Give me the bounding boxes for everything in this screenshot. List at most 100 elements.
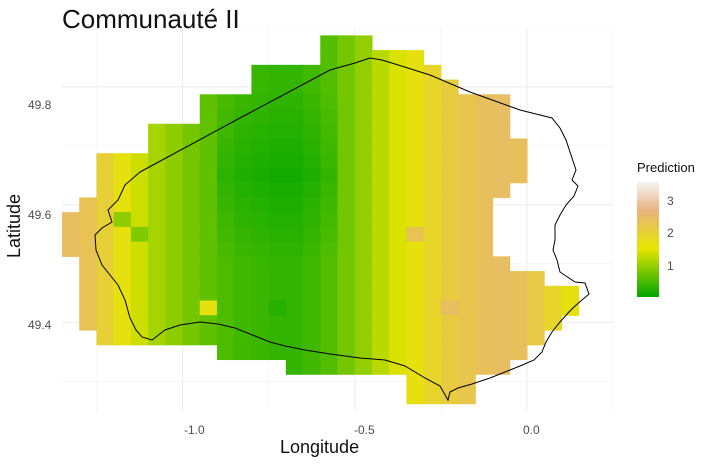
- prediction-cell: [406, 79, 425, 95]
- prediction-cell: [354, 167, 373, 184]
- prediction-cell: [389, 329, 407, 346]
- prediction-cell: [130, 329, 149, 346]
- prediction-cell: [130, 285, 149, 302]
- prediction-cell: [320, 315, 339, 331]
- prediction-cell: [113, 241, 132, 257]
- prediction-cell: [337, 315, 356, 331]
- prediction-cell: [148, 167, 166, 184]
- prediction-cell: [320, 182, 339, 198]
- prediction-cell: [389, 50, 407, 66]
- prediction-cell: [389, 256, 407, 272]
- prediction-cell: [337, 79, 356, 95]
- prediction-cell: [216, 285, 235, 302]
- prediction-cell: [113, 226, 132, 243]
- prediction-cell: [475, 94, 494, 110]
- legend-tick-label: 1: [667, 259, 674, 273]
- prediction-cell: [406, 167, 425, 184]
- prediction-cell: [423, 138, 442, 154]
- prediction-cell: [423, 226, 442, 243]
- prediction-cell: [96, 285, 115, 302]
- prediction-cell: [285, 271, 304, 287]
- prediction-cell: [251, 271, 270, 287]
- prediction-cell: [526, 271, 545, 287]
- prediction-cell: [79, 256, 98, 272]
- prediction-cell: [440, 388, 459, 405]
- prediction-cell: [423, 197, 442, 213]
- prediction-cell: [337, 167, 356, 184]
- prediction-cell: [79, 226, 98, 243]
- prediction-cell: [96, 182, 115, 198]
- prediction-cell: [251, 226, 270, 243]
- prediction-cell: [337, 329, 356, 346]
- prediction-cell: [303, 94, 321, 110]
- prediction-cell: [268, 315, 287, 331]
- prediction-cell: [406, 329, 425, 346]
- prediction-cell: [79, 212, 98, 228]
- prediction-cell: [492, 344, 511, 361]
- prediction-cell: [320, 212, 339, 228]
- prediction-cell: [303, 64, 321, 81]
- prediction-cell: [234, 344, 253, 361]
- legend-colorbar: [637, 182, 659, 297]
- prediction-cell: [492, 285, 511, 302]
- prediction-cell: [492, 167, 511, 184]
- prediction-cell: [251, 138, 270, 154]
- prediction-cell: [130, 182, 149, 198]
- prediction-cell: [320, 79, 339, 95]
- prediction-cell: [354, 315, 373, 331]
- prediction-cell: [130, 167, 149, 184]
- prediction-cell: [440, 271, 459, 287]
- prediction-cell: [423, 167, 442, 184]
- prediction-cell: [285, 212, 304, 228]
- prediction-cell: [251, 123, 270, 140]
- prediction-cell: [440, 212, 459, 228]
- prediction-cell: [371, 256, 390, 272]
- prediction-cell: [165, 241, 184, 257]
- prediction-cell: [165, 212, 184, 228]
- prediction-cell: [320, 271, 339, 287]
- prediction-cell: [251, 344, 270, 361]
- prediction-cell: [79, 241, 98, 257]
- legend-tick-label: 2: [667, 226, 674, 240]
- prediction-cell: [423, 271, 442, 287]
- prediction-cell: [475, 212, 494, 228]
- prediction-cell: [544, 285, 562, 302]
- prediction-cell: [337, 182, 356, 198]
- prediction-cell: [423, 329, 442, 346]
- prediction-cell: [406, 123, 425, 140]
- prediction-cell: [337, 35, 356, 51]
- prediction-cell: [320, 344, 339, 361]
- prediction-cell: [354, 64, 373, 81]
- prediction-cell: [371, 329, 390, 346]
- prediction-cell: [458, 109, 476, 125]
- prediction-cell: [389, 359, 407, 375]
- prediction-cell: [354, 123, 373, 140]
- prediction-cell: [216, 241, 235, 257]
- prediction-cell: [285, 359, 304, 375]
- prediction-cell: [234, 197, 253, 213]
- prediction-cell: [423, 241, 442, 257]
- prediction-cell: [251, 300, 270, 316]
- prediction-cell: [251, 256, 270, 272]
- prediction-cell: [406, 197, 425, 213]
- prediction-cell: [130, 226, 149, 243]
- prediction-cell: [96, 226, 115, 243]
- prediction-cell: [320, 109, 339, 125]
- prediction-cell: [475, 226, 494, 243]
- prediction-cell: [440, 285, 459, 302]
- prediction-cell: [130, 197, 149, 213]
- prediction-cell: [182, 329, 201, 346]
- prediction-cell: [509, 271, 528, 287]
- prediction-cell: [440, 109, 459, 125]
- prediction-cell: [199, 182, 218, 198]
- prediction-cell: [406, 359, 425, 375]
- prediction-cell: [406, 315, 425, 331]
- prediction-cell: [303, 79, 321, 95]
- x-tick-label: -1.0: [184, 423, 205, 437]
- prediction-cell: [216, 256, 235, 272]
- prediction-cell: [371, 212, 390, 228]
- prediction-cell: [268, 212, 287, 228]
- prediction-cell: [303, 123, 321, 140]
- prediction-cell: [285, 167, 304, 184]
- prediction-cell: [354, 359, 373, 375]
